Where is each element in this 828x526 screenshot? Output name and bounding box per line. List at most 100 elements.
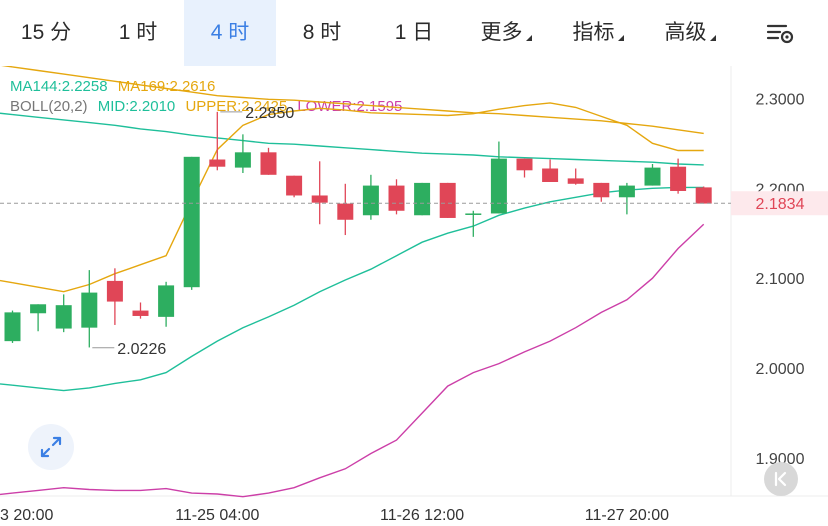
candle[interactable] bbox=[106, 268, 123, 325]
candle[interactable] bbox=[695, 186, 712, 204]
candle-body bbox=[644, 167, 661, 186]
y-tick-label: 1.9000 bbox=[756, 451, 805, 468]
candle-body bbox=[388, 185, 405, 211]
candle[interactable] bbox=[4, 310, 21, 343]
tab-label: 15 分 bbox=[20, 21, 72, 44]
candle-body bbox=[670, 166, 687, 191]
series-line-ma169 bbox=[12, 66, 704, 135]
timeframe-tabbar: 15 分 1 时 4 时 8 时 1 日 更多 指标 高级 bbox=[0, 0, 828, 66]
candle-body bbox=[465, 213, 482, 215]
tab-8[interactable]: 高级 bbox=[644, 0, 736, 66]
candle-body bbox=[593, 182, 610, 198]
tab-1[interactable]: 15 分 bbox=[0, 0, 92, 66]
candle[interactable] bbox=[260, 147, 277, 175]
scroll-to-start-button[interactable] bbox=[764, 462, 798, 496]
dropdown-caret-icon bbox=[617, 35, 624, 41]
candle-body bbox=[490, 158, 507, 214]
x-tick-label: 3 20:00 bbox=[0, 507, 53, 524]
candle[interactable] bbox=[618, 182, 635, 215]
candle-body bbox=[695, 187, 712, 204]
tab-label: 高级 bbox=[664, 21, 707, 44]
tab-6[interactable]: 更多 bbox=[460, 0, 552, 66]
expand-chart-button[interactable] bbox=[28, 424, 74, 470]
tab-5[interactable]: 1 日 bbox=[368, 0, 460, 66]
candle-body bbox=[30, 304, 47, 314]
candle[interactable] bbox=[644, 164, 661, 186]
tab-label: 4 时 bbox=[210, 21, 250, 44]
x-tick-label: 11-27 20:00 bbox=[585, 507, 669, 524]
ma169-legend: MA169:2.2616 bbox=[117, 78, 216, 95]
expand-icon bbox=[40, 436, 62, 458]
candle-body bbox=[183, 156, 200, 288]
candle[interactable] bbox=[516, 158, 533, 178]
tab-4[interactable]: 8 时 bbox=[276, 0, 368, 66]
tab-label: 1 时 bbox=[118, 21, 158, 44]
candle[interactable] bbox=[30, 304, 47, 332]
candle-body bbox=[618, 185, 635, 198]
dropdown-caret-icon bbox=[709, 35, 716, 41]
candle-body bbox=[132, 310, 149, 316]
series-line-edge-upper bbox=[0, 279, 13, 284]
candle-body bbox=[567, 178, 584, 184]
candle[interactable] bbox=[465, 210, 482, 237]
candle[interactable] bbox=[593, 182, 610, 202]
candle-body bbox=[311, 195, 328, 203]
candle-body bbox=[516, 158, 533, 171]
tab-label: 8 时 bbox=[302, 21, 342, 44]
last-price-tag bbox=[731, 191, 828, 216]
x-tick-label: 11-25 04:00 bbox=[175, 507, 259, 524]
candle[interactable] bbox=[158, 281, 175, 327]
candle-body bbox=[209, 159, 226, 167]
candle[interactable] bbox=[286, 175, 303, 198]
dropdown-caret-icon bbox=[525, 35, 532, 41]
candle[interactable] bbox=[670, 158, 687, 194]
boll-upper-legend: UPPER:2.2425 bbox=[185, 98, 288, 115]
candle[interactable] bbox=[567, 168, 584, 185]
candle-body bbox=[260, 152, 277, 175]
back-to-start-icon bbox=[774, 471, 787, 487]
candle-body bbox=[286, 175, 303, 196]
boll-legend-title: BOLL(20,2) bbox=[10, 98, 88, 115]
chart-settings-icon[interactable] bbox=[762, 18, 798, 48]
candle[interactable] bbox=[388, 179, 405, 215]
tab-label: 更多 bbox=[480, 21, 523, 44]
candle[interactable] bbox=[81, 270, 98, 348]
ma-legend: MA144:2.2258 MA169:2.2616 bbox=[10, 78, 221, 95]
candlestick-chart[interactable]: 2.30002.20002.10002.00001.90002.28502.02… bbox=[0, 66, 828, 526]
candle-body bbox=[542, 168, 559, 182]
y-tick-label: 2.3000 bbox=[756, 91, 805, 108]
boll-mid-legend: MID:2.2010 bbox=[97, 98, 176, 115]
candle-body bbox=[55, 305, 72, 329]
candle[interactable] bbox=[439, 182, 456, 218]
tab-7[interactable]: 指标 bbox=[552, 0, 644, 66]
candle-body bbox=[234, 152, 251, 168]
candle-body bbox=[337, 203, 354, 220]
candle[interactable] bbox=[234, 134, 251, 173]
tab-label: 1 日 bbox=[394, 21, 434, 44]
candle-body bbox=[106, 280, 123, 302]
extreme-label: 2.0226 bbox=[117, 341, 166, 358]
candle[interactable] bbox=[209, 111, 226, 171]
series-line-ma144 bbox=[12, 113, 704, 166]
y-tick-label: 2.0000 bbox=[756, 361, 805, 378]
tab-2[interactable]: 1 时 bbox=[92, 0, 184, 66]
candle[interactable] bbox=[132, 302, 149, 319]
series-line-edge-ma144 bbox=[0, 112, 13, 116]
candle[interactable] bbox=[55, 294, 72, 333]
candle[interactable] bbox=[414, 182, 431, 216]
series-line-edge-ma169 bbox=[1, 66, 13, 68]
candle-body bbox=[4, 312, 21, 342]
x-tick-label: 11-26 12:00 bbox=[380, 507, 464, 524]
candle-body bbox=[158, 285, 175, 317]
candle[interactable] bbox=[311, 161, 328, 225]
candle[interactable] bbox=[490, 141, 507, 214]
series-line-lower bbox=[12, 223, 705, 498]
tab-label: 指标 bbox=[572, 21, 615, 44]
series-line-mid bbox=[12, 186, 704, 392]
candle[interactable] bbox=[183, 156, 200, 290]
candle[interactable] bbox=[542, 159, 559, 182]
candle[interactable] bbox=[362, 174, 379, 220]
tab-3[interactable]: 4 时 bbox=[184, 0, 276, 66]
candle[interactable] bbox=[337, 183, 354, 236]
y-tick-label: 2.1000 bbox=[756, 271, 805, 288]
